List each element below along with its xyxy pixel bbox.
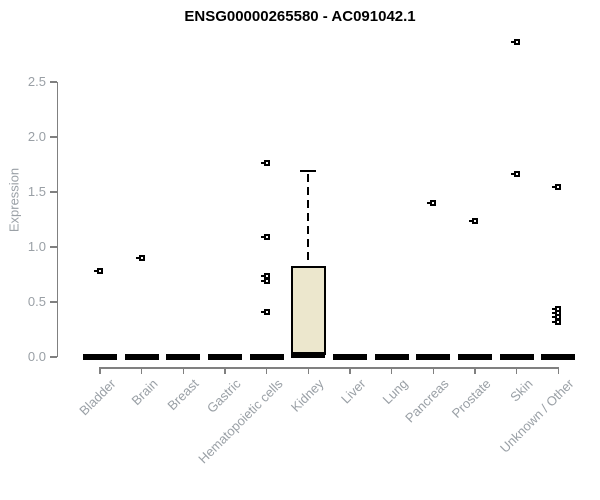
x-axis-tick [515,367,518,374]
upper-whisker [307,174,310,265]
outlier-point [260,160,270,167]
y-tick-label: 1.0 [27,239,46,254]
y-axis-tick [49,301,57,303]
y-axis-tick [49,246,57,248]
outlier-point [552,318,562,325]
whisker-cap [300,170,317,173]
y-axis-label: Expression [6,167,22,233]
x-axis-tick [307,367,310,374]
x-axis-tick [265,367,268,374]
x-axis-tick [390,367,393,374]
y-axis-tick [49,81,57,83]
y-tick-label: 2.5 [27,74,46,89]
x-axis-tick [432,367,435,374]
y-axis-tick [49,356,57,358]
median-dash [541,354,576,360]
y-tick-label: 0.0 [27,349,46,364]
y-tick-label: 2.0 [27,129,46,144]
y-tick-label: 1.5 [27,184,46,199]
outlier-point [552,183,562,190]
x-axis-tick [349,367,351,374]
y-axis-line [56,82,58,357]
median-dash [333,354,368,360]
outlier-point [135,255,145,261]
x-axis-line [100,367,559,369]
x-axis-tick [99,367,101,374]
median-dash [458,354,493,360]
outlier-point [260,272,270,279]
median-dash [249,354,284,360]
x-axis-tick [224,367,226,374]
median-dash [166,354,201,360]
y-axis-tick [49,191,57,193]
median-dash [83,354,117,360]
median-dash [208,354,242,360]
median-dash [124,354,159,360]
median-dash [374,354,409,360]
x-axis-tick [182,367,185,374]
x-axis-tick [140,367,143,374]
y-tick-label: 0.5 [27,294,46,309]
median-dash [499,354,534,360]
median-dash [291,351,326,358]
outlier-point [260,234,270,241]
outlier-point [260,308,270,315]
outlier-point [94,268,103,275]
outlier-point [510,171,520,178]
box-body [290,265,326,355]
outlier-point [510,39,520,46]
x-axis-tick [557,367,560,374]
chart-title: ENSG00000265580 - AC091042.1 [184,8,416,25]
y-axis-tick [49,136,57,138]
outlier-point [260,278,270,285]
x-axis-tick [474,367,476,374]
outlier-point [427,200,437,206]
median-dash [416,354,451,360]
outlier-point [469,217,479,224]
